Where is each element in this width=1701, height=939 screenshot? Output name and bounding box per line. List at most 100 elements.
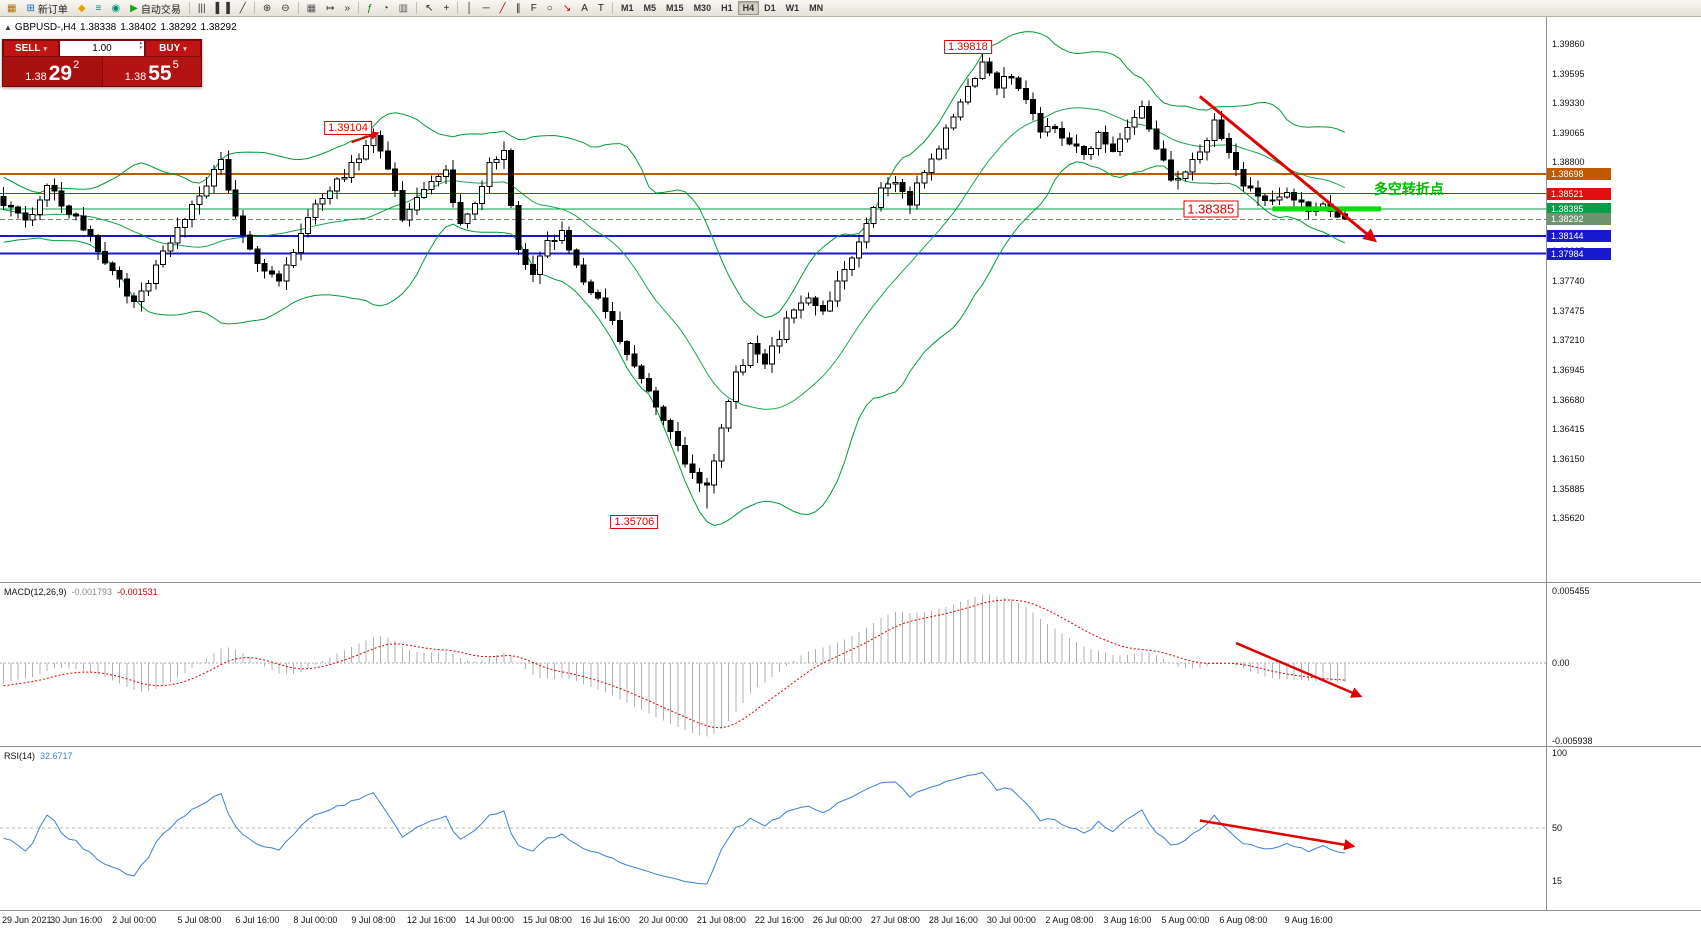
crosshair-button[interactable]: +: [439, 0, 453, 17]
sell-price-display[interactable]: 1.38 29 2: [3, 57, 102, 86]
new-chart-button[interactable]: ▦: [3, 0, 20, 17]
time-label: 20 Jul 00:00: [638, 915, 688, 925]
data-window-button[interactable]: ◉: [107, 0, 124, 17]
buy-price-display[interactable]: 1.38 55 5: [101, 57, 201, 86]
price-annotation[interactable]: 1.38385: [1183, 200, 1239, 218]
timeframe-mn-button[interactable]: MN: [809, 3, 824, 13]
symbol-direction-icon: ▲: [4, 23, 12, 32]
horizontal-line-button[interactable]: ─: [479, 0, 494, 17]
bar-chart-type-button[interactable]: |||: [194, 0, 210, 17]
macd-scale-tick: 0.005455: [1552, 586, 1590, 596]
toolbar-separator: [457, 2, 459, 14]
horizontal-level-lines[interactable]: [0, 172, 1546, 255]
templates-button[interactable]: ▥: [395, 0, 412, 17]
price-tick: 1.35620: [1552, 513, 1585, 524]
price-annotation[interactable]: 1.39818: [943, 40, 992, 55]
timeframe-h1-button[interactable]: H1: [721, 3, 733, 13]
time-label: 16 Jul 16:00: [580, 915, 630, 925]
volume-down-icon[interactable]: ▾: [139, 45, 142, 51]
buy-button[interactable]: BUY ▾: [145, 40, 201, 57]
macd-trend-arrow[interactable]: [1235, 641, 1363, 698]
fibonacci-button[interactable]: F: [527, 0, 541, 17]
new-order-button-icon: ⊞: [26, 2, 35, 14]
timeframe-w1-button[interactable]: W1: [785, 3, 800, 13]
time-label: 28 Jul 16:00: [928, 915, 978, 925]
sell-button[interactable]: SELL ▾: [3, 40, 59, 57]
main-chart-region[interactable]: ▲ GBPUSD-,H4 1.38338 1.38402 1.38292 1.38292 …: [0, 17, 1701, 582]
price-annotation[interactable]: 1.39104: [324, 121, 372, 136]
time-label: 29 Jun 2021: [2, 915, 52, 925]
timeframe-m1-button[interactable]: M1: [621, 3, 634, 13]
candlestick-chart-type-button[interactable]: ▌▐: [212, 0, 234, 17]
zoom-out-button[interactable]: ⊖: [277, 0, 293, 17]
rsi-line: [3, 772, 1345, 885]
price-tag: 1.38144: [1547, 229, 1611, 242]
macd-canvas[interactable]: [0, 585, 1546, 747]
volume-input[interactable]: 1.00 ▴ ▾: [59, 40, 145, 57]
metaquotes-icon-icon: ◆: [77, 2, 86, 14]
rsi-name: RSI(14): [4, 751, 36, 761]
market-watch-button[interactable]: ≡: [92, 0, 106, 17]
zoom-in-button-icon: ⊕: [262, 2, 272, 14]
new-order-button-label: 新订单: [37, 4, 68, 16]
symbol-info: ▲ GBPUSD-,H4 1.38338 1.38402 1.38292 1.38292: [4, 22, 241, 33]
tile-windows-button-icon: ▦: [306, 2, 317, 14]
rsi-trend-arrow[interactable]: [1199, 819, 1356, 851]
channel-button[interactable]: ∥: [512, 0, 525, 17]
timeframe-m5-button[interactable]: M5: [643, 3, 657, 13]
text-button-icon: A: [581, 2, 588, 14]
text-button[interactable]: A: [577, 0, 592, 17]
timeframe-d1-button[interactable]: D1: [764, 3, 776, 13]
cursor-button[interactable]: ↖: [421, 0, 437, 17]
macd-label: MACD(12,26,9) -0.001793 -0.001531: [4, 587, 158, 597]
time-label: 27 Jul 08:00: [870, 915, 920, 925]
vertical-line-button[interactable]: │: [462, 0, 476, 17]
periods-button[interactable]: ◔: [379, 0, 393, 17]
rsi-canvas[interactable]: [0, 749, 1546, 911]
time-label: 5 Jul 08:00: [177, 915, 222, 925]
autotrading-button[interactable]: ▶ 自动交易: [126, 0, 185, 17]
time-label: 30 Jun 16:00: [50, 915, 103, 925]
time-axis[interactable]: 29 Jun 2021 30 Jun 16:00 2 Jul 00:00 5 Jul …: [0, 910, 1701, 939]
chart-annotations[interactable]: [351, 95, 1382, 243]
time-label: 6 Aug 08:00: [1219, 915, 1268, 925]
toolbar-separator: [416, 2, 418, 14]
time-label: 22 Jul 16:00: [754, 915, 804, 925]
macd-scale-separator: [1546, 583, 1547, 747]
price-tick: 1.37210: [1552, 335, 1585, 346]
time-label: 3 Aug 16:00: [1103, 915, 1152, 925]
price-tick: 1.36680: [1552, 394, 1585, 405]
timeframe-m15-button[interactable]: M15: [666, 3, 684, 13]
timeframe-h4-button[interactable]: H4: [737, 1, 760, 15]
ohlc-open: 1.38338: [80, 22, 117, 33]
timeframe-m30-button[interactable]: M30: [693, 3, 712, 13]
price-tag: 1.38292: [1547, 213, 1611, 226]
time-label: 9 Aug 16:00: [1284, 915, 1333, 925]
trendline-button[interactable]: ╱: [496, 0, 510, 17]
price-annotation[interactable]: 1.35706: [610, 514, 659, 529]
macd-histogram: [3, 594, 1346, 737]
volume-up-icon[interactable]: ▴: [139, 40, 142, 46]
zoom-in-button[interactable]: ⊕: [259, 0, 275, 17]
macd-scale-tick: -0.005938: [1552, 736, 1593, 746]
price-chart-canvas[interactable]: [0, 17, 1546, 582]
new-order-button[interactable]: ⊞ 新订单: [22, 0, 71, 17]
templates-button-icon: ▥: [398, 2, 409, 14]
arrows-button[interactable]: ↘: [559, 0, 575, 17]
shapes-button[interactable]: ○: [543, 0, 557, 17]
indicators-button[interactable]: ƒ: [363, 0, 377, 17]
symbol-name: GBPUSD-,H4: [14, 22, 77, 33]
chart-shift-button[interactable]: »: [340, 0, 354, 17]
tile-windows-button[interactable]: ▦: [303, 0, 320, 17]
macd-panel[interactable]: MACD(12,26,9) -0.001793 -0.001531 0.005455…: [0, 582, 1701, 747]
rsi-panel[interactable]: RSI(14) 32.6717 100 50 15: [0, 746, 1701, 911]
buy-dropdown-icon[interactable]: ▾: [183, 45, 187, 53]
sell-dropdown-icon[interactable]: ▾: [43, 45, 48, 53]
metaquotes-icon[interactable]: ◆: [74, 0, 90, 17]
volume-stepper[interactable]: ▴ ▾: [139, 41, 142, 51]
vertical-line-button-icon: │: [466, 2, 473, 14]
line-chart-type-button[interactable]: ╱: [236, 0, 250, 17]
text-label-button[interactable]: T: [594, 0, 608, 17]
auto-scroll-button[interactable]: ↦: [322, 0, 338, 17]
trend-note[interactable]: 多空转折点: [1373, 181, 1444, 198]
